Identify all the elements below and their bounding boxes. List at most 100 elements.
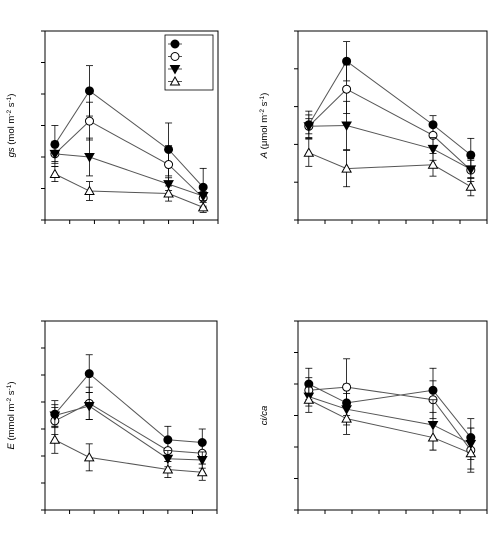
y-axis-label-part: E [6,443,17,450]
y-axis-label-part: -1 [259,95,266,101]
data-point-sd [303,394,315,404]
data-point-sd [49,168,61,179]
chart-panel-3: E (mmol m-2 s-1) [6,320,218,514]
series-line-md [54,405,203,461]
y-axis-label-part: -1 [6,96,13,102]
series-line-ww [308,60,472,156]
series-line-sd [308,152,472,188]
plot-frame [297,320,488,511]
y-axis-label: A (μmol m-2 s-1) [259,93,271,160]
y-axis-label-part: (mol m [6,116,17,148]
y-axis-label-part: (mmol m [6,404,17,444]
data-point-md [427,144,439,155]
data-point-sd [163,188,174,198]
data-point-mw [84,116,94,126]
chart-panel-2: A (μmol m-2 s-1) [259,30,488,224]
legend-marker-mw [170,52,180,61]
series-mw [304,64,476,182]
y-axis-label-part: -2 [259,109,266,115]
legend-marker-sd [169,75,181,86]
series-line-mw [308,88,472,171]
y-axis-label-part: s [259,101,270,109]
series-line-ww [308,383,472,438]
data-point-ww [466,150,476,160]
data-point-md [341,121,352,132]
data-point-md [196,456,208,466]
series-line-mw [54,120,204,199]
data-point-md [83,402,95,412]
series-ww [304,41,476,173]
series-line-md [308,124,472,170]
data-point-sd [49,434,61,444]
data-point-sd [84,185,95,196]
y-axis-label-part: -2 [6,110,13,116]
data-point-sd [197,201,209,212]
series-mw [50,101,208,208]
series-md [303,386,477,461]
data-point-ww [84,86,94,96]
series-sd [303,386,477,470]
data-point-ww [84,369,94,379]
data-point-mw [164,160,174,170]
y-axis-label-part: ) [6,381,17,384]
series-ww [304,367,476,457]
series-sd [49,166,209,213]
data-point-ww [342,56,352,66]
y-axis-label-part: -2 [6,397,13,403]
series-mw [304,358,476,473]
legend-marker-ww [170,39,180,49]
data-point-sd [341,163,352,173]
series-ww [50,354,207,457]
data-point-sd [162,463,174,474]
plot-frame [44,320,218,511]
data-point-sd [465,447,477,458]
y-axis-label-part: (μmol m [259,115,270,152]
y-axis-label: ci/ca [259,406,270,426]
y-axis-label: gs (mol m-2 s-1) [6,94,18,158]
series-line-sd [54,439,203,473]
series-line-ww [54,372,203,443]
data-point-mw [342,382,352,392]
data-point-sd [427,159,439,169]
data-point-md [49,149,61,160]
series-sd [303,138,477,197]
y-axis-label-part: -1 [6,384,13,390]
data-point-sd [465,181,477,191]
data-point-md [303,122,315,132]
y-axis-label-part: A [259,152,270,159]
data-point-sd [341,413,352,423]
data-point-md [84,153,95,163]
series-line-ww [54,90,204,188]
data-point-sd [427,432,439,442]
series-md [49,137,209,202]
y-axis-label: E (mmol m-2 s-1) [6,381,18,449]
series-line-md [308,396,472,445]
y-axis-label-part: ) [259,93,270,96]
y-axis-label-part: s [6,102,17,110]
data-point-md [163,180,174,190]
y-axis-label-part: gs [6,147,17,157]
legend-marker-md [169,65,181,75]
series-line-mw [54,402,203,454]
series-line-md [54,153,204,197]
data-point-md [197,192,209,202]
series-line-sd [308,399,471,454]
data-point-sd [196,466,208,477]
series-sd [49,425,208,481]
series-mw [50,386,207,465]
y-axis-label-part: ) [6,94,17,97]
series-line-sd [54,173,204,208]
plot-frame [297,30,488,221]
y-axis-label-part: ci/ca [259,406,270,426]
series-line-mw [308,386,472,451]
data-point-sd [83,451,95,462]
series-md [303,100,477,179]
data-point-mw [342,84,352,94]
data-point-md [162,454,174,465]
y-axis-label-part: s [6,390,17,398]
data-point-md [49,411,61,422]
series-md [49,392,208,469]
data-point-md [465,165,477,175]
data-point-sd [303,147,315,157]
